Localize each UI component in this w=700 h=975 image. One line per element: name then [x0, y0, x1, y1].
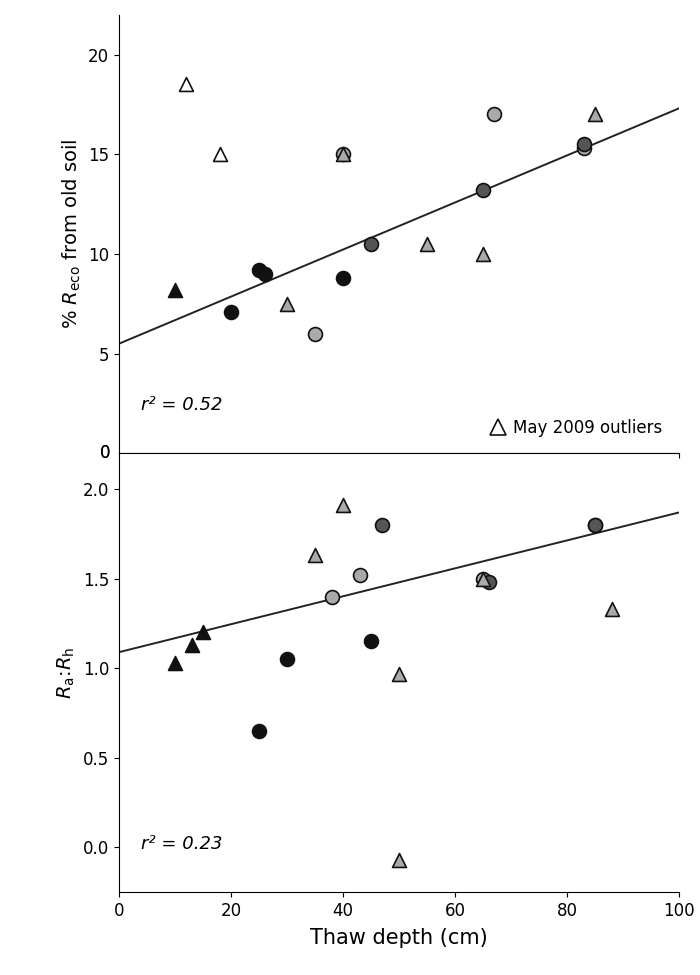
- Point: [477, 571, 489, 587]
- Point: [337, 270, 349, 286]
- X-axis label: Thaw depth (cm): Thaw depth (cm): [310, 928, 488, 948]
- Point: [483, 574, 494, 590]
- Legend: May 2009 outliers: May 2009 outliers: [483, 410, 671, 445]
- Point: [197, 625, 209, 641]
- Point: [393, 666, 405, 682]
- Point: [281, 651, 293, 667]
- Point: [337, 497, 349, 513]
- Point: [365, 634, 377, 649]
- Point: [477, 246, 489, 261]
- Point: [309, 326, 321, 341]
- Point: [421, 236, 433, 252]
- Y-axis label: % $\mathit{R}_{\mathrm{eco}}$ from old soil: % $\mathit{R}_{\mathrm{eco}}$ from old s…: [60, 138, 83, 330]
- Text: 0: 0: [100, 445, 111, 462]
- Point: [259, 266, 270, 282]
- Point: [393, 852, 405, 868]
- Point: [578, 140, 589, 156]
- Point: [186, 638, 197, 653]
- Point: [606, 602, 617, 617]
- Point: [477, 571, 489, 587]
- Point: [169, 282, 181, 297]
- Point: [214, 146, 225, 162]
- Point: [181, 77, 192, 93]
- Point: [225, 304, 237, 320]
- Point: [377, 517, 388, 532]
- Point: [309, 548, 321, 564]
- Point: [253, 723, 265, 739]
- Point: [589, 517, 601, 532]
- Text: r² = 0.23: r² = 0.23: [141, 835, 223, 852]
- Point: [589, 517, 601, 532]
- Point: [578, 136, 589, 152]
- Point: [253, 262, 265, 278]
- Point: [365, 236, 377, 252]
- Point: [337, 146, 349, 162]
- Point: [337, 146, 349, 162]
- Point: [281, 296, 293, 312]
- Point: [169, 655, 181, 671]
- Point: [489, 106, 500, 122]
- Text: r² = 0.52: r² = 0.52: [141, 396, 223, 414]
- Point: [326, 589, 337, 604]
- Point: [589, 106, 601, 122]
- Text: 0: 0: [100, 445, 111, 462]
- Point: [354, 567, 365, 583]
- Point: [477, 182, 489, 198]
- Y-axis label: $\mathit{R}_{\mathrm{a}}$:$\mathit{R}_{\mathrm{h}}$: $\mathit{R}_{\mathrm{a}}$:$\mathit{R}_{\…: [56, 646, 77, 699]
